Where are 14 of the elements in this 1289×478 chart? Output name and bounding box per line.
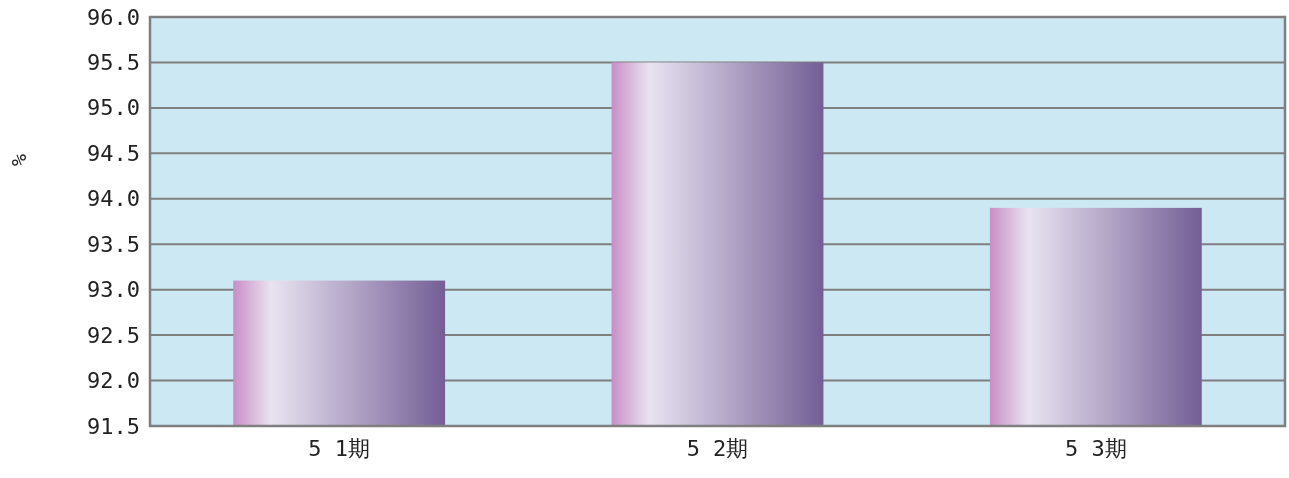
x-tick-label: 5 2期 bbox=[686, 435, 749, 461]
y-axis-title: % bbox=[7, 153, 31, 167]
y-tick-label: 95.5 bbox=[87, 49, 140, 75]
y-tick-label: 93.0 bbox=[87, 277, 140, 303]
x-tick-label: 5 3期 bbox=[1064, 435, 1127, 461]
x-tick-label: 5 1期 bbox=[308, 435, 371, 461]
y-tick-label: 93.5 bbox=[87, 231, 140, 257]
y-tick-label: 91.5 bbox=[87, 413, 140, 439]
y-tick-label: 95.0 bbox=[87, 95, 140, 121]
y-tick-label: 94.0 bbox=[87, 186, 140, 212]
y-tick-label: 92.0 bbox=[87, 368, 140, 394]
y-tick-label: 94.5 bbox=[87, 140, 140, 166]
y-tick-label: 92.5 bbox=[87, 322, 140, 348]
y-tick-label: 96.0 bbox=[87, 4, 140, 30]
